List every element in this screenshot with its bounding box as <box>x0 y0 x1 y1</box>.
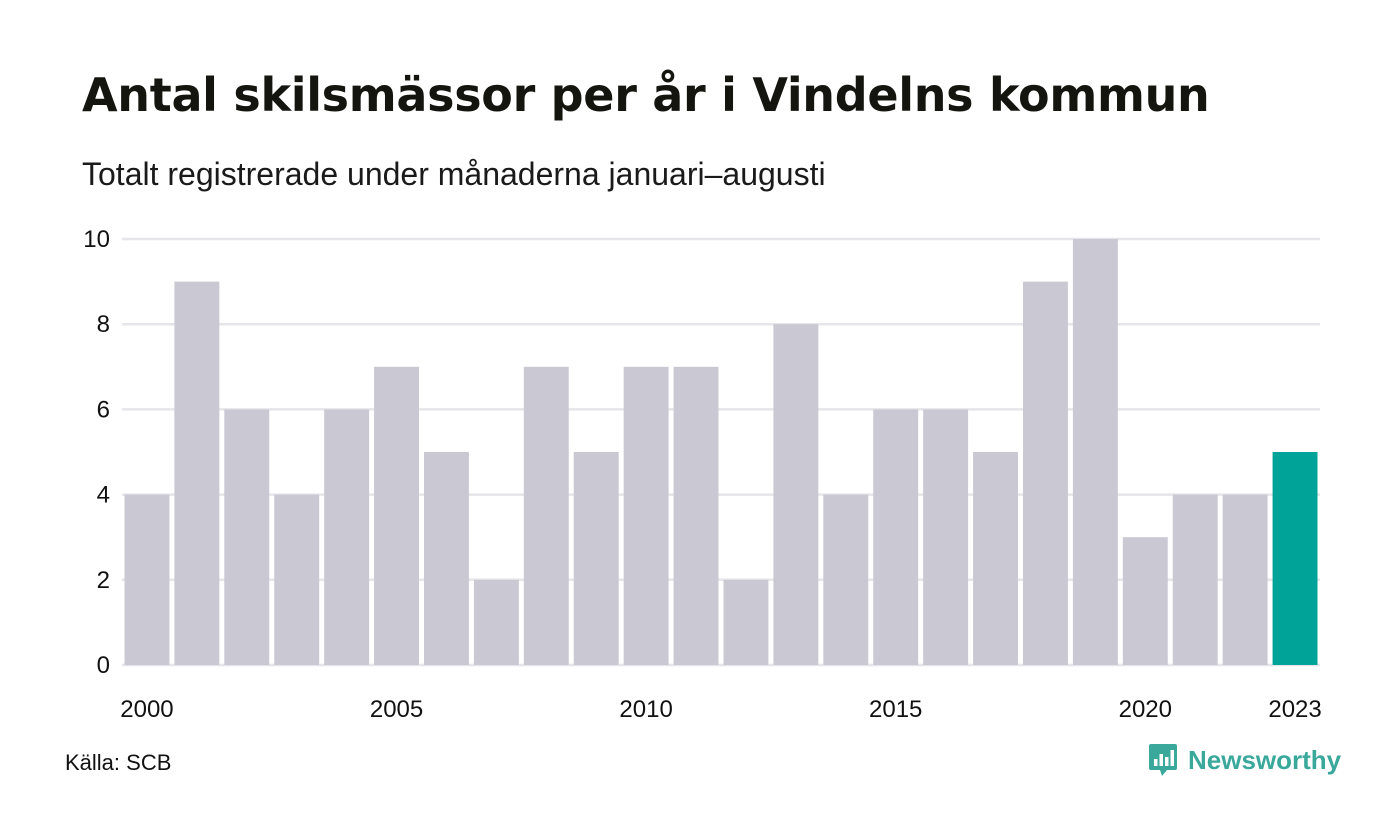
x-axis-ticks: 2000 2005 2010 2015 2020 2023 <box>120 696 1321 723</box>
bar-2021 <box>1172 494 1218 665</box>
y-tick-label: 10 <box>83 226 110 253</box>
bars <box>124 239 1318 665</box>
bar-2001 <box>174 281 220 665</box>
bar-2004 <box>324 409 370 665</box>
bar-2022 <box>1222 494 1268 665</box>
bar-2002 <box>224 409 270 665</box>
x-tick-label: 2015 <box>869 696 922 723</box>
bar-2019 <box>1072 239 1118 665</box>
gridlines <box>122 237 1320 667</box>
bar-2007 <box>473 579 519 665</box>
bar-2000 <box>124 494 170 665</box>
bar-2005 <box>374 366 419 665</box>
newsworthy-logo-icon <box>1149 744 1177 776</box>
y-tick-label: 6 <box>97 396 110 423</box>
x-tick-label: 2000 <box>120 696 173 723</box>
brand-logo: Newsworthy <box>1148 742 1341 778</box>
chart-title: Antal skilsmässor per år i Vindelns komm… <box>82 68 1210 122</box>
bar-2003 <box>274 494 320 665</box>
bar-2017 <box>973 452 1018 665</box>
y-tick-label: 8 <box>97 311 110 338</box>
bar-2023 <box>1272 452 1318 665</box>
y-tick-label: 4 <box>97 482 110 509</box>
bar-2006 <box>424 452 469 665</box>
bar-2009 <box>573 452 619 665</box>
y-axis-ticks: 0 2 4 6 8 10 <box>83 226 110 679</box>
x-tick-label: 2023 <box>1268 696 1321 723</box>
brand-name: Newsworthy <box>1188 744 1342 775</box>
bar-2011 <box>673 366 719 665</box>
y-tick-label: 2 <box>97 567 110 594</box>
x-tick-label: 2010 <box>619 696 672 723</box>
source-note: Källa: SCB <box>65 750 172 775</box>
bar-2015 <box>873 409 919 665</box>
bar-2020 <box>1122 537 1168 665</box>
chart-subtitle: Totalt registrerade under månaderna janu… <box>82 156 826 192</box>
bar-2008 <box>523 366 569 665</box>
x-tick-label: 2020 <box>1119 696 1172 723</box>
bar-2012 <box>723 579 769 665</box>
x-tick-label: 2005 <box>370 696 423 723</box>
bar-2013 <box>773 324 819 665</box>
y-tick-label: 0 <box>97 652 110 679</box>
bar-2014 <box>823 494 869 665</box>
bar-2010 <box>623 366 669 665</box>
bar-2018 <box>1023 281 1068 665</box>
bar-2016 <box>923 409 969 665</box>
